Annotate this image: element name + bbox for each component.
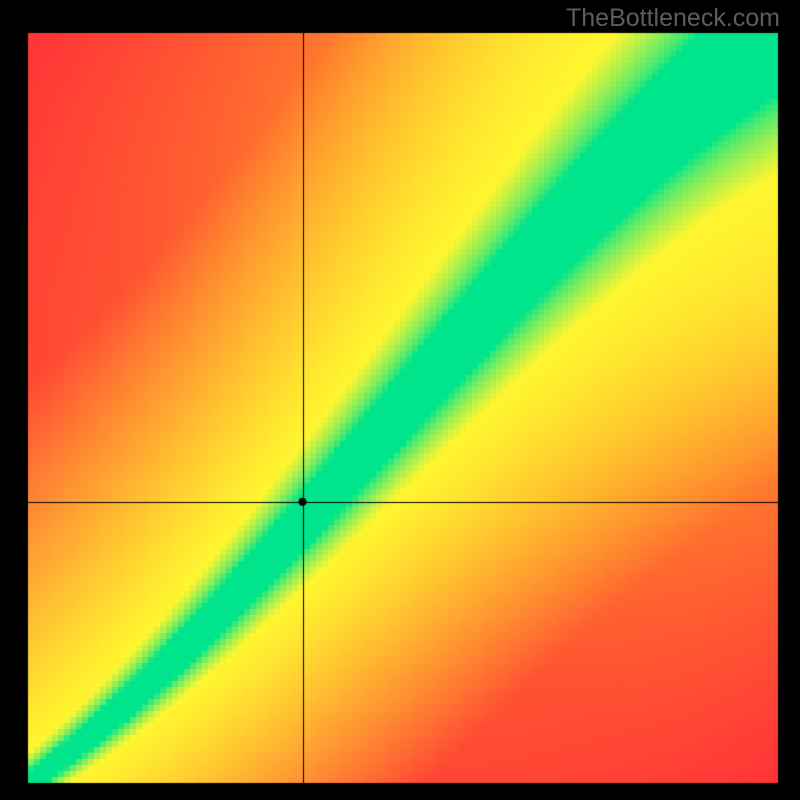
chart-container: TheBottleneck.com (0, 0, 800, 800)
watermark-text: TheBottleneck.com (566, 4, 780, 33)
bottleneck-heatmap (0, 0, 800, 800)
